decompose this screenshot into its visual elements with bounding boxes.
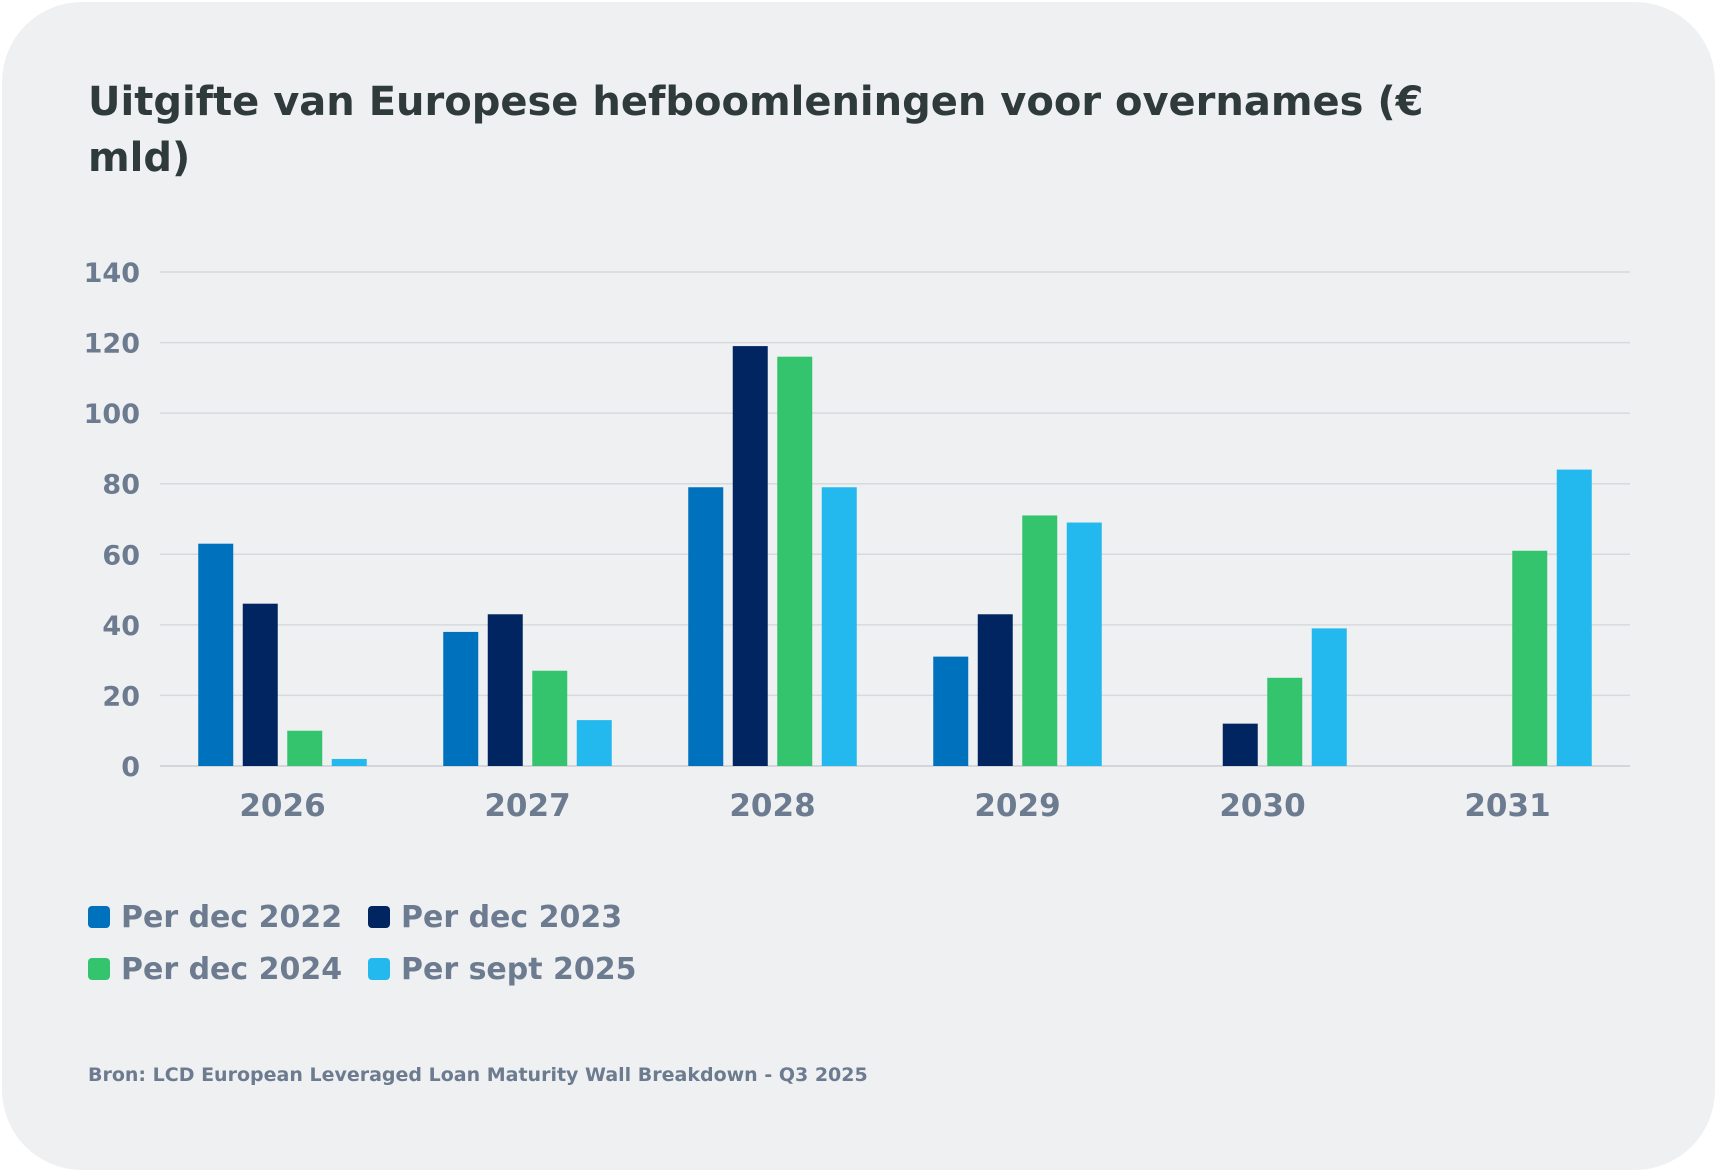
bar [688, 487, 724, 766]
y-tick-label: 40 [102, 611, 140, 642]
bar [977, 614, 1013, 766]
x-tick-label: 2031 [1464, 788, 1550, 824]
y-tick-label: 60 [102, 540, 140, 571]
legend-swatch [88, 906, 110, 928]
x-tick-label: 2029 [974, 788, 1060, 824]
y-tick-label: 20 [102, 681, 140, 712]
legend-swatch [368, 906, 390, 928]
y-tick-label: 80 [102, 470, 140, 501]
bar [576, 720, 612, 766]
bar [331, 758, 367, 766]
bar [1066, 522, 1102, 766]
legend: Per dec 2022 Per dec 2023 Per dec 2024 Per … [88, 896, 708, 990]
legend-item: Per sept 2025 [368, 948, 648, 990]
bar [532, 670, 568, 766]
bar [1311, 628, 1347, 766]
bar [777, 356, 813, 766]
bar [1222, 723, 1258, 766]
x-tick-label: 2027 [484, 788, 570, 824]
bar [443, 631, 479, 766]
legend-label: Per dec 2023 [401, 899, 623, 935]
legend-label: Per sept 2025 [401, 951, 637, 987]
y-tick-label: 120 [84, 329, 140, 360]
bar [1267, 677, 1303, 766]
bar [487, 614, 523, 766]
bar [287, 730, 323, 766]
x-tick-label: 2028 [729, 788, 815, 824]
bar [821, 487, 857, 766]
source-note: Bron: LCD European Leveraged Loan Maturi… [88, 1064, 868, 1086]
y-tick-label: 100 [84, 399, 140, 430]
bar [933, 656, 969, 766]
legend-item: Per dec 2022 [88, 896, 368, 938]
bar [1512, 550, 1548, 766]
bar [1556, 469, 1592, 766]
bar [1022, 515, 1058, 766]
bar [732, 346, 768, 766]
x-tick-label: 2030 [1219, 788, 1305, 824]
bar [242, 603, 278, 766]
legend-swatch [368, 958, 390, 980]
y-tick-label: 140 [84, 258, 140, 289]
legend-label: Per dec 2022 [121, 899, 343, 935]
chart-title: Uitgifte van Europese hefboomleningen vo… [88, 79, 1424, 181]
bar [198, 543, 234, 766]
legend-swatch [88, 958, 110, 980]
legend-label: Per dec 2024 [121, 951, 343, 987]
y-tick-label: 0 [121, 752, 140, 783]
legend-item: Per dec 2023 [368, 896, 648, 938]
legend-item: Per dec 2024 [88, 948, 368, 990]
x-tick-label: 2026 [239, 788, 325, 824]
